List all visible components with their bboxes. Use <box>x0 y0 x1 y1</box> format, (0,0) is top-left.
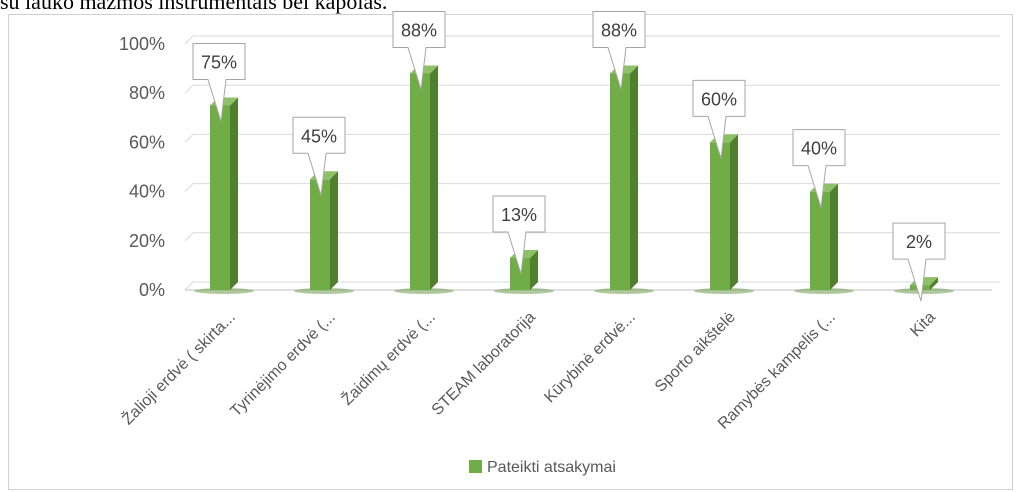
gridline <box>184 84 1000 94</box>
bar-shadow <box>894 288 954 294</box>
category-label: STEAM laboratorija <box>429 309 539 419</box>
bar <box>210 105 230 290</box>
data-label: 88% <box>401 21 437 41</box>
category-label: Kūrybinė erdvė... <box>541 309 639 407</box>
data-label-callout <box>192 43 246 122</box>
bar <box>810 191 830 290</box>
bar-side <box>830 183 838 290</box>
bar-shadow <box>294 288 354 294</box>
data-label-callout <box>692 79 746 159</box>
data-label: 40% <box>801 139 837 159</box>
bar-shadow <box>494 288 554 294</box>
data-label-callout <box>592 11 646 90</box>
y-tick-label: 80% <box>129 83 165 103</box>
bar <box>310 179 330 290</box>
bar-side <box>530 250 538 290</box>
bar-side <box>430 65 438 291</box>
bar-shadow <box>794 288 854 294</box>
data-label: 13% <box>501 205 537 225</box>
y-tick-label: 0% <box>139 280 165 300</box>
chart-frame <box>8 14 1013 490</box>
header-text-fragment: su lauko mažmos instrumentais bei kapola… <box>0 0 388 14</box>
bar-side <box>630 65 638 291</box>
bar-shadow <box>394 288 454 294</box>
y-tick-label: 20% <box>129 231 165 251</box>
data-label: 60% <box>701 89 737 109</box>
gridline <box>184 232 1000 242</box>
legend-swatch <box>469 460 482 473</box>
data-label: 2% <box>906 232 932 252</box>
y-tick-label: 40% <box>129 182 165 202</box>
bar-side <box>930 277 938 290</box>
legend-label: Pateikti atsakymai <box>487 459 616 476</box>
data-label-callout <box>492 195 546 275</box>
bar-side <box>330 171 338 290</box>
data-label: 45% <box>301 126 337 146</box>
bar-shadow <box>194 288 254 294</box>
data-label-callout <box>292 116 346 196</box>
y-tick-label: 60% <box>129 132 165 152</box>
category-label: Žaidimų erdvė (... <box>337 307 438 408</box>
category-label: Tyrinėjimo erdvė (... <box>227 309 338 420</box>
bar-side <box>730 134 738 290</box>
gridline <box>184 183 1000 192</box>
y-tick-label: 100% <box>119 34 165 54</box>
category-label: Kita <box>907 309 939 341</box>
bar <box>610 73 630 291</box>
data-label-callout <box>392 11 446 90</box>
bar <box>510 258 530 290</box>
data-label-callout <box>792 129 846 208</box>
data-label-callout <box>892 222 946 302</box>
gridline <box>184 35 1000 45</box>
category-label: Žalioji erdvė ( skirta... <box>118 307 239 428</box>
bar-shadow <box>694 288 754 294</box>
data-label: 75% <box>201 53 237 73</box>
data-label: 88% <box>601 21 637 41</box>
category-label: Sporto aikštelė <box>652 309 739 396</box>
bar <box>710 142 730 290</box>
category-label: Ramybės kampelis (... <box>715 309 839 433</box>
bar <box>410 73 430 291</box>
bar-shadow <box>594 288 654 294</box>
bar-side <box>230 97 238 290</box>
